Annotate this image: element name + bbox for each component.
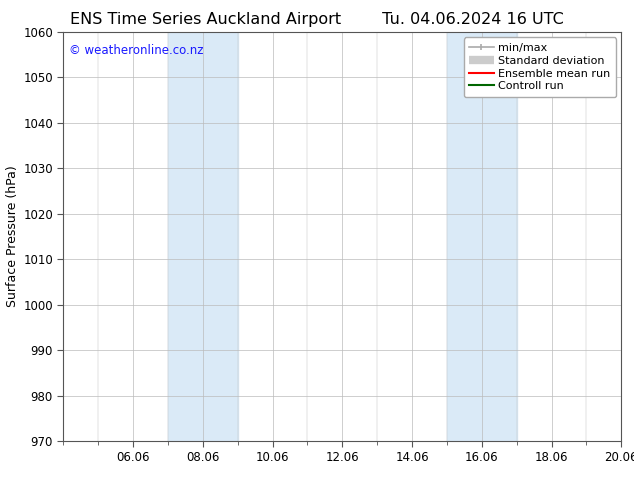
Bar [168, 32, 238, 441]
Legend: min/max, Standard deviation, Ensemble mean run, Controll run: min/max, Standard deviation, Ensemble me… [463, 37, 616, 97]
Y-axis label: Surface Pressure (hPa): Surface Pressure (hPa) [6, 166, 19, 307]
Text: © weatheronline.co.nz: © weatheronline.co.nz [69, 44, 204, 57]
Bar [447, 32, 517, 441]
Text: ENS Time Series Auckland Airport        Tu. 04.06.2024 16 UTC: ENS Time Series Auckland Airport Tu. 04.… [70, 12, 564, 27]
